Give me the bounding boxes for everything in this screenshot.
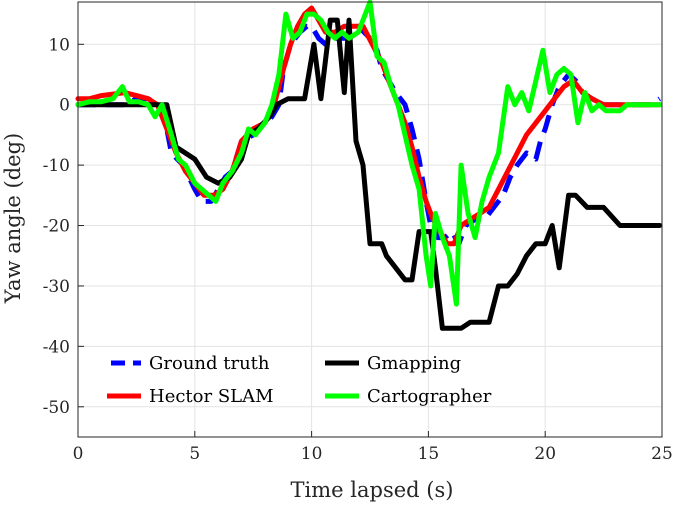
x-tick-label: 15: [418, 444, 440, 464]
y-tick-label: 0: [59, 96, 70, 116]
x-tick-label: 5: [189, 444, 200, 464]
legend: Ground truth Gmapping Hector SLAM Cartograp…: [107, 353, 492, 407]
y-tick-label: 10: [48, 35, 70, 55]
x-tick-label: 0: [73, 444, 84, 464]
y-tick-label: -30: [43, 277, 70, 297]
series-line-gmapping: [75, 17, 663, 331]
x-tick-label: 20: [534, 444, 556, 464]
plot-frame: [77, 1, 663, 438]
legend-label: Cartographer: [367, 386, 492, 407]
x-axis-title: Time lapsed (s): [291, 478, 454, 502]
y-tick-label: -50: [43, 398, 70, 418]
y-axis-title: Yaw angle (deg): [1, 133, 25, 304]
y-tick-labels: 10 0 -10 -20 -30 -40 -50: [43, 35, 70, 418]
series-line-cartographer: [75, 0, 663, 307]
legend-label: Hector SLAM: [149, 386, 274, 407]
y-tick-label: -40: [43, 337, 70, 357]
x-tick-labels: 0 5 10 15 20 25: [73, 444, 673, 464]
x-tick-label: 10: [301, 444, 323, 464]
legend-label: Ground truth: [149, 353, 270, 374]
y-tick-label: -20: [43, 217, 70, 237]
y-tick-label: -10: [43, 156, 70, 176]
series-layer: [75, 0, 663, 331]
legend-label: Gmapping: [367, 353, 461, 374]
x-tick-label: 25: [651, 444, 673, 464]
